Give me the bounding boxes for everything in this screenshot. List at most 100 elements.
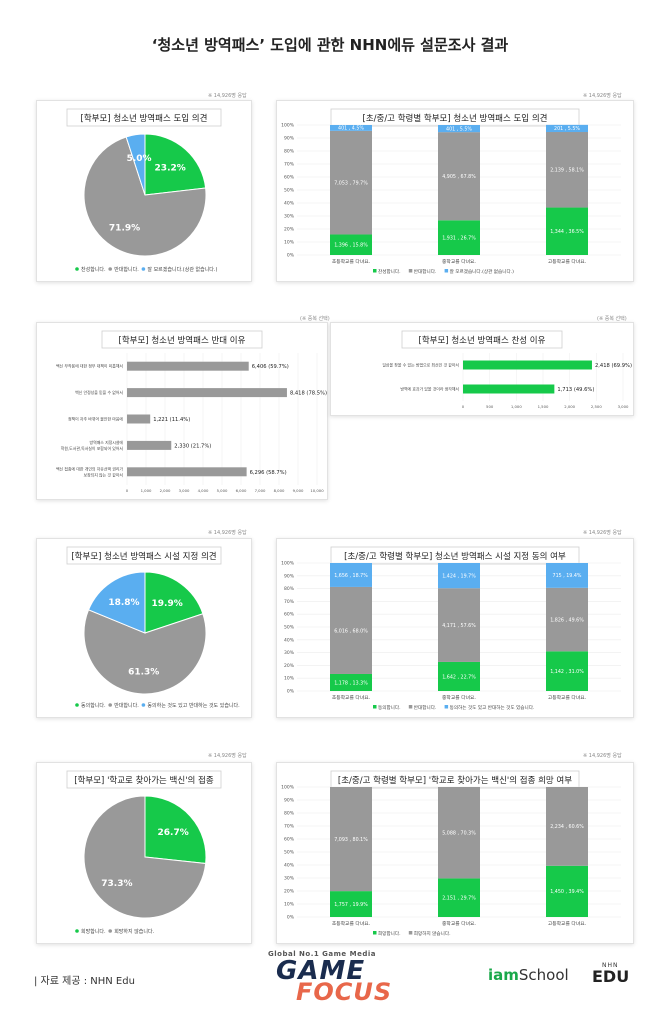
pie-slice [144, 795, 207, 865]
pie-slice [125, 133, 146, 196]
page-title: ‘청소년 방역패스’ 도입에 관한 NHN에듀 설문조사 결과 [151, 36, 509, 54]
hbar [127, 388, 287, 398]
pie-card-intro-opinion: [학부모] 청소년 방역패스 도입 의견 23.2% 71.9% 5.0% 찬성합니다.… [36, 100, 252, 282]
bar-data-label: 2,151 , 29.7% [442, 895, 476, 901]
legend-label: 동의하는 것도 있고 반대하는 것도 있습니다. [450, 704, 535, 711]
bar-data-label: 1,757 , 19.9% [334, 902, 368, 908]
bar-segment [546, 563, 588, 588]
response-note: ※ 14,926명 응답 [583, 530, 622, 536]
legend-marker [373, 269, 377, 273]
x-tick-label: 6,000 [236, 488, 247, 493]
pie-slice-label: 61.3% [128, 667, 159, 677]
y-tick-label: 20% [284, 227, 295, 233]
chart-title-frame [401, 330, 563, 349]
x-tick-label: 1,000 [141, 488, 152, 493]
chart-title: [학부모] '학교로 찾아가는 백신'의 접종 [74, 775, 214, 786]
bar-segment [438, 661, 480, 691]
pie-slice-label: 19.9% [152, 599, 183, 609]
response-note: ※ 14,926명 응답 [208, 93, 247, 99]
bar-data-label: 201 , 5.5% [554, 126, 580, 132]
y-tick-label: 90% [284, 136, 295, 142]
legend-item: 반대합니다. [108, 266, 139, 273]
bar-card-intro-opinion-by-grade: [초/중/고 학령별 학부모] 청소년 방역패스 도입 의견 0% 10% 20% 30… [276, 100, 634, 282]
y-tick-label: 0% [287, 689, 295, 695]
bar-data-label: 7,053 , 79.7% [334, 180, 368, 186]
x-tick-label: 2,000 [564, 404, 575, 409]
y-tick-label: 60% [284, 837, 295, 843]
y-tick-label: 0% [287, 253, 295, 259]
legend-label: 잘 모르겠습니다.(상관 없습니다.) [450, 268, 515, 275]
bar-data-label: 1,826 , 49.6% [550, 617, 584, 623]
bar-segment [546, 787, 588, 866]
legend-item: 희망하지 않습니다. [108, 928, 155, 935]
y-tick-label: 60% [284, 175, 295, 181]
bar-segment [330, 130, 372, 235]
x-tick-label: 중학교를 다녀요. [442, 694, 476, 701]
y-tick-label: 100% [281, 123, 295, 129]
y-tick-label: 80% [284, 586, 295, 592]
chart-title: [초/중/고 학령별 학부모] 청소년 방역패스 도입 의견 [363, 113, 548, 124]
hbar-data-label: 6,296 (58.7%) [250, 470, 287, 476]
legend-marker [108, 929, 112, 933]
hbar [127, 440, 172, 450]
x-tick-label: 8,000 [274, 488, 285, 493]
legend-label: 찬성합니다. [378, 268, 401, 275]
logo-tagline: Global No.1 Game Media [268, 950, 376, 958]
bar-data-label: 7,093 , 80.1% [334, 837, 368, 843]
pie-chart-intro-opinion: [학부모] 청소년 방역패스 도입 의견 23.2% 71.9% 5.0% 찬성합니다.… [66, 108, 222, 273]
bar-data-label: 1,178 , 13.3% [334, 680, 368, 686]
legend-label: 반대합니다. [414, 704, 437, 711]
chart-title: [초/중/고 학령별 학부모] '학교로 찾아가는 백신'의 접종 희망 여부 [338, 775, 572, 786]
bar-segment [546, 865, 588, 917]
response-note: ※ 14,926명 응답 [208, 530, 247, 536]
multi-select-note: (※ 중복 선택) [300, 316, 330, 322]
chart-title: [초/중/고 학령별 학부모] 청소년 방역패스 시설 지정 동의 여부 [344, 551, 566, 562]
chart-title-box: [학부모] 청소년 방역패스 시설 지정 의견 [66, 546, 222, 565]
x-tick-label: 초등학교를 다녀요. [332, 920, 370, 927]
logo-iam-text: iam [488, 966, 519, 984]
pie-slice [83, 136, 207, 257]
bar-data-label: 1,642 , 22.7% [442, 674, 476, 680]
x-tick-label: 중학교를 다녀요. [442, 258, 476, 265]
x-tick-label: 5,000 [217, 488, 228, 493]
hbar-card-oppose-reasons: [학부모] 청소년 방역패스 반대 이유 0 1,000 2,000 3,000 4,00… [36, 322, 328, 500]
legend-item: 동의하는 것도 있고 반대하는 것도 있습니다. [141, 702, 240, 709]
legend-item: 동의합니다. [75, 702, 106, 709]
bar-data-label: 1,396 , 15.8% [334, 243, 368, 249]
legend-marker [108, 703, 112, 707]
legend-marker [108, 267, 112, 271]
y-tick-label: 40% [284, 637, 295, 643]
y-tick-label: 100% [281, 785, 295, 791]
response-note: ※ 14,926명 응답 [208, 753, 247, 759]
hbar-data-label: 2,418 (69.9%) [595, 363, 632, 369]
x-tick-label: 초등학교를 다녀요. [332, 694, 370, 701]
y-tick-label: 50% [284, 850, 295, 856]
hbar [127, 361, 249, 371]
y-tick-label: 70% [284, 162, 295, 168]
chart-title: [학부모] 청소년 방역패스 반대 이유 [119, 335, 246, 346]
chart-title-frame [66, 546, 222, 565]
legend-item: 동의합니다. [373, 704, 401, 711]
logo-focus-text: FOCUS [296, 978, 393, 1006]
x-tick-label: 고등학교를 다녀요. [548, 694, 586, 701]
category-label: 백신 부작용에 대한 정부 대책이 미흡해서 [56, 364, 123, 369]
x-tick-label: 0 [126, 488, 129, 493]
pie-slice-label: 18.8% [108, 598, 139, 608]
multi-select-note: (※ 중복 선택) [597, 316, 627, 322]
x-tick-label: 3,000 [618, 404, 629, 409]
legend-label: 동의합니다. [81, 702, 106, 709]
hbar [127, 414, 151, 424]
legend-label: 희망하지 않습니다. [114, 928, 154, 935]
category-label: 방역에 효과가 있을 것이라 생각해서 [400, 387, 459, 392]
bar-data-label: 1,424 , 19.7% [442, 573, 476, 579]
chart-title-frame [66, 108, 222, 127]
logo-school-text: School [518, 966, 569, 984]
bar-data-label: 4,905 , 67.8% [442, 174, 476, 180]
y-tick-label: 90% [284, 798, 295, 804]
hbar-card-support-reasons: [학부모] 청소년 방역패스 찬성 이유 0 500 1,000 1,500 2,000 2… [330, 322, 634, 416]
bar-data-label: 715 , 19.4% [553, 573, 582, 579]
hbar-chart-support-reasons: [학부모] 청소년 방역패스 찬성 이유 0 500 1,000 1,500 2,000 2… [382, 330, 632, 409]
legend-item: 찬성합니다. [75, 266, 106, 273]
legend-label: 희망합니다. [378, 930, 401, 937]
chart-title-box: [학부모] 청소년 방역패스 도입 의견 [66, 108, 222, 127]
